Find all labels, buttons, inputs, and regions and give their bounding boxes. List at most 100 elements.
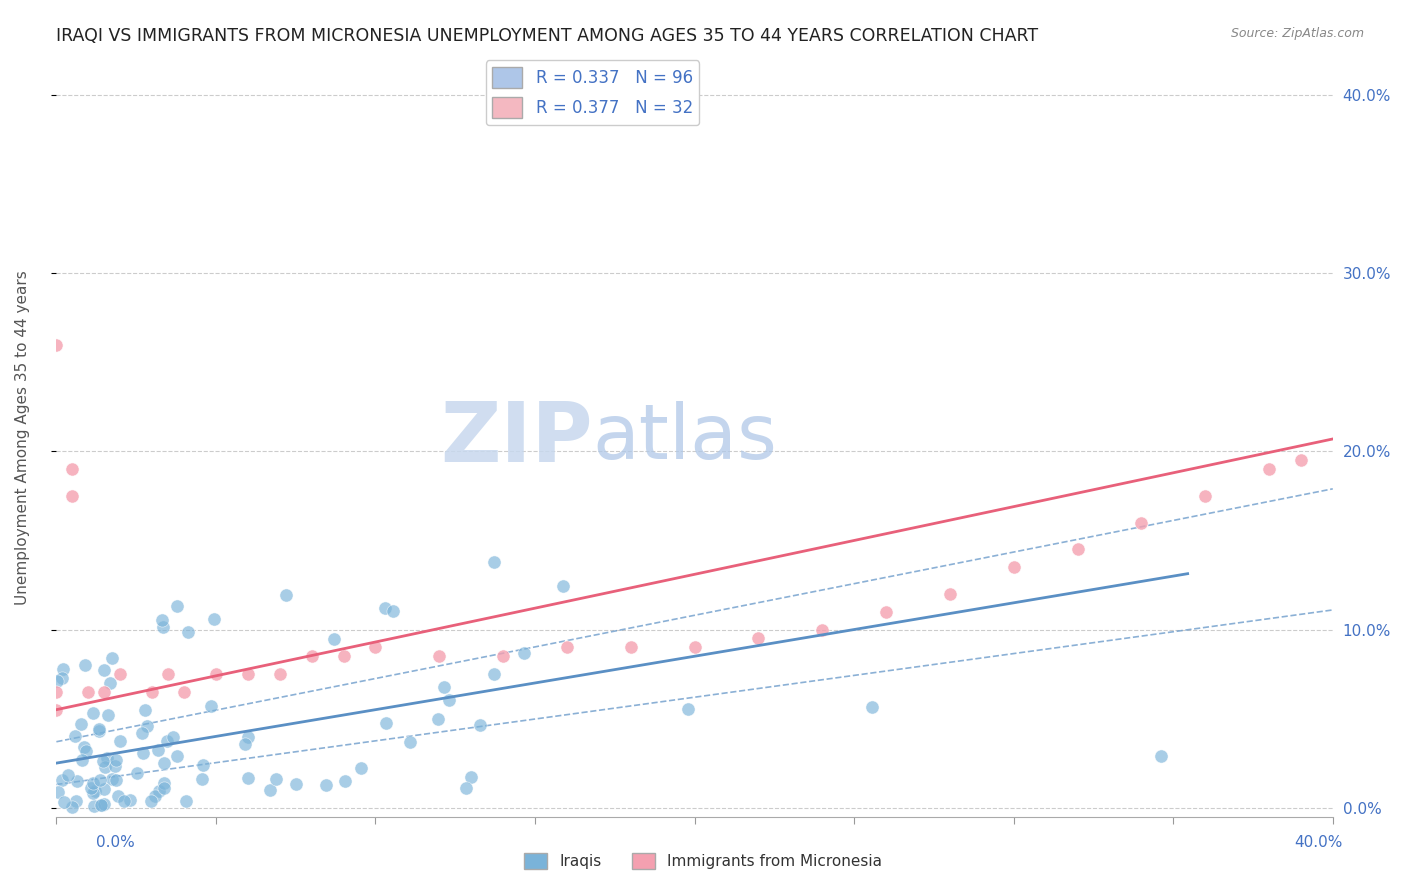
Point [157, 667, 180, 681]
Point [332, 649, 354, 664]
Point [156, 733, 179, 747]
Text: 40.0%: 40.0% [1295, 836, 1343, 850]
Point [426, 712, 449, 726]
Point [202, 612, 225, 626]
Point [91, 798, 114, 813]
Point [98, 676, 121, 690]
Point [259, 783, 281, 797]
Point [468, 718, 491, 732]
Point [82, 776, 104, 790]
Point [1150, 749, 1173, 764]
Point [460, 770, 482, 784]
Point [322, 632, 344, 646]
Point [53, 795, 76, 809]
Point [93, 797, 115, 812]
Point [811, 623, 834, 637]
Point [83, 798, 105, 813]
Text: 0.0%: 0.0% [96, 836, 135, 850]
Point [94, 760, 117, 774]
Point [107, 789, 129, 803]
Point [52, 662, 75, 676]
Point [112, 793, 135, 807]
Point [173, 685, 195, 699]
Text: IRAQI VS IMMIGRANTS FROM MICRONESIA UNEMPLOYMENT AMONG AGES 35 TO 44 YEARS CORRE: IRAQI VS IMMIGRANTS FROM MICRONESIA UNEM… [56, 27, 1039, 45]
Point [236, 730, 259, 744]
Point [235, 737, 257, 751]
Point [177, 624, 200, 639]
Point [1258, 462, 1281, 476]
Point [100, 772, 122, 787]
Point [101, 651, 124, 665]
Legend: Iraqis, Immigrants from Micronesia: Iraqis, Immigrants from Micronesia [517, 847, 889, 875]
Point [284, 777, 307, 791]
Point [875, 605, 897, 619]
Point [860, 699, 883, 714]
Point [45, 703, 67, 717]
Point [118, 792, 141, 806]
Point [150, 613, 173, 627]
Point [236, 667, 259, 681]
Point [205, 667, 228, 681]
Point [269, 667, 291, 681]
Point [1002, 560, 1025, 574]
Point [51, 772, 73, 787]
Point [82, 786, 104, 800]
Point [433, 680, 456, 694]
Point [60, 462, 83, 476]
Point [364, 640, 387, 655]
Point [89, 722, 111, 736]
Point [148, 784, 170, 798]
Point [1194, 489, 1216, 503]
Point [82, 706, 104, 720]
Point [454, 780, 477, 795]
Point [93, 664, 115, 678]
Point [108, 734, 131, 748]
Point [676, 702, 699, 716]
Point [166, 599, 188, 613]
Point [93, 754, 115, 768]
Legend: R = 0.337   N = 96, R = 0.377   N = 32: R = 0.337 N = 96, R = 0.377 N = 32 [485, 61, 699, 125]
Point [492, 649, 515, 664]
Point [350, 761, 373, 775]
Point [191, 757, 214, 772]
Point [45, 685, 67, 699]
Point [66, 774, 89, 789]
Point [60, 800, 83, 814]
Point [152, 620, 174, 634]
Point [153, 776, 176, 790]
Point [104, 753, 127, 767]
Point [683, 640, 706, 655]
Point [1066, 542, 1088, 557]
Point [266, 772, 288, 786]
Point [301, 649, 323, 664]
Point [484, 667, 506, 681]
Point [146, 742, 169, 756]
Point [437, 693, 460, 707]
Point [153, 781, 176, 796]
Point [162, 730, 184, 744]
Y-axis label: Unemployment Among Ages 35 to 44 years: Unemployment Among Ages 35 to 44 years [15, 270, 30, 606]
Point [1289, 453, 1312, 467]
Point [381, 604, 404, 618]
Text: ZIP: ZIP [440, 398, 592, 479]
Point [141, 685, 163, 699]
Point [48, 785, 70, 799]
Point [72, 740, 94, 755]
Point [374, 715, 396, 730]
Point [132, 746, 155, 760]
Point [166, 749, 188, 764]
Point [136, 718, 159, 732]
Text: atlas: atlas [592, 401, 778, 475]
Point [134, 703, 156, 717]
Point [374, 601, 396, 615]
Point [513, 646, 536, 660]
Point [131, 726, 153, 740]
Point [620, 640, 643, 655]
Point [108, 667, 131, 681]
Point [97, 707, 120, 722]
Point [75, 744, 97, 758]
Point [51, 672, 73, 686]
Point [45, 673, 67, 688]
Point [80, 780, 103, 795]
Point [83, 784, 105, 798]
